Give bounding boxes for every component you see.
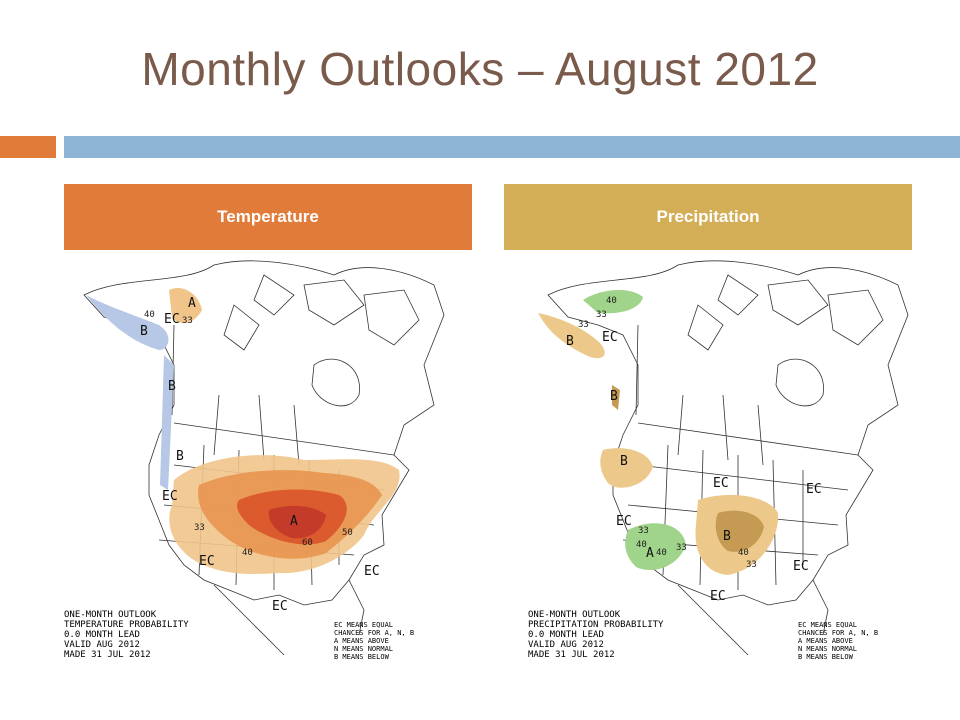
label-ec-west: EC [162,489,178,504]
caption-line-1: ONE-MONTH OUTLOOK [528,610,621,620]
precipitation-outlook-map: 40 33 33 EC B B B EC EC EC 33 40 A 40 33… [528,255,912,670]
label-40-alaska: 40 [144,310,155,320]
label-33-alaska-north: 33 [596,310,607,320]
label-ec-west: EC [616,514,632,529]
precipitation-legend: EC MEANS EQUAL CHANCES FOR A, N, B A MEA… [798,621,878,661]
label-33-alaska: 33 [182,316,193,326]
label-33-west: 33 [194,523,205,533]
accent-bar-blue [64,136,960,158]
legend-line-4: N MEANS NORMAL [334,645,393,653]
label-ec-alaska: EC [602,330,618,345]
caption-line-3: 0.0 MONTH LEAD [64,630,140,640]
label-b-bc: B [168,379,176,394]
below-normal-area-bc [612,385,620,410]
caption-line-4: VALID AUG 2012 [528,640,604,650]
precipitation-map-svg: 40 33 33 EC B B B EC EC EC 33 40 A 40 33… [528,260,909,661]
label-ec-southeast: EC [364,564,380,579]
above-normal-area-alaska [583,289,643,314]
label-40-southwest: 40 [636,540,647,550]
precipitation-header: Precipitation [504,184,912,250]
label-40-alaska: 40 [606,296,617,306]
below-normal-area-alaska [538,313,605,359]
label-b-washington: B [176,449,184,464]
slide-title: Monthly Outlooks – August 2012 [141,43,819,95]
label-ec-south: EC [710,589,726,604]
label-b-alaska: B [566,334,574,349]
legend-line-2: CHANCES FOR A, N, B [334,629,414,637]
caption-line-1: ONE-MONTH OUTLOOK [64,610,157,620]
label-a-central: A [290,514,298,529]
label-b-alaska: B [140,324,148,339]
precipitation-caption: ONE-MONTH OUTLOOK PRECIPITATION PROBABIL… [528,610,664,660]
label-60-central: 60 [302,538,313,548]
caption-line-2: PRECIPITATION PROBABILITY [528,620,664,630]
temperature-outlook-map: A EC 33 40 B B B EC 33 40 A 60 50 EC EC … [64,255,448,670]
label-40-southwest-inner: 40 [656,548,667,558]
label-ec-east: EC [806,482,822,497]
legend-line-1: EC MEANS EQUAL [798,621,857,629]
caption-line-4: VALID AUG 2012 [64,640,140,650]
label-ec-southwest: EC [199,554,215,569]
legend-line-5: B MEANS BELOW [798,653,854,661]
label-a-alaska: A [188,296,196,311]
label-33-southwest-east: 33 [676,543,687,553]
accent-bar-orange [0,136,56,158]
label-a-southwest: A [646,546,654,561]
label-ec-alaska: EC [164,312,180,327]
label-ec-north: EC [713,476,729,491]
label-b-central: B [723,529,731,544]
caption-line-2: TEMPERATURE PROBABILITY [64,620,189,630]
legend-line-2: CHANCES FOR A, N, B [798,629,878,637]
legend-line-3: A MEANS ABOVE [798,637,853,645]
label-b-northwest: B [620,454,628,469]
temperature-map-svg: A EC 33 40 B B B EC 33 40 A 60 50 EC EC … [64,260,445,661]
temperature-legend: EC MEANS EQUAL CHANCES FOR A, N, B A MEA… [334,621,414,661]
label-33-southwest: 33 [638,526,649,536]
label-ec-southeast: EC [793,559,809,574]
legend-line-5: B MEANS BELOW [334,653,390,661]
above-normal-area-southwest [625,523,686,571]
below-normal-area-coast [160,355,174,490]
below-normal-area-northwest [600,448,653,488]
caption-line-3: 0.0 MONTH LEAD [528,630,604,640]
label-33-central: 33 [746,560,757,570]
temperature-header: Temperature [64,184,472,250]
label-40-south: 40 [242,548,253,558]
caption-line-5: MADE 31 JUL 2012 [64,650,151,660]
below-normal-40-area [715,510,764,552]
alaska-above-area [169,287,202,324]
label-40-central: 40 [738,548,749,558]
temperature-caption: ONE-MONTH OUTLOOK TEMPERATURE PROBABILIT… [64,610,189,660]
below-normal-area-alaska [86,295,169,350]
label-b-bc: B [610,389,618,404]
legend-line-1: EC MEANS EQUAL [334,621,393,629]
legend-line-4: N MEANS NORMAL [798,645,857,653]
above-normal-60-area [268,505,326,539]
label-ec-south: EC [272,599,288,614]
label-33-alaska-coast: 33 [578,320,589,330]
caption-line-5: MADE 31 JUL 2012 [528,650,615,660]
legend-line-3: A MEANS ABOVE [334,637,389,645]
label-50-east: 50 [342,528,353,538]
